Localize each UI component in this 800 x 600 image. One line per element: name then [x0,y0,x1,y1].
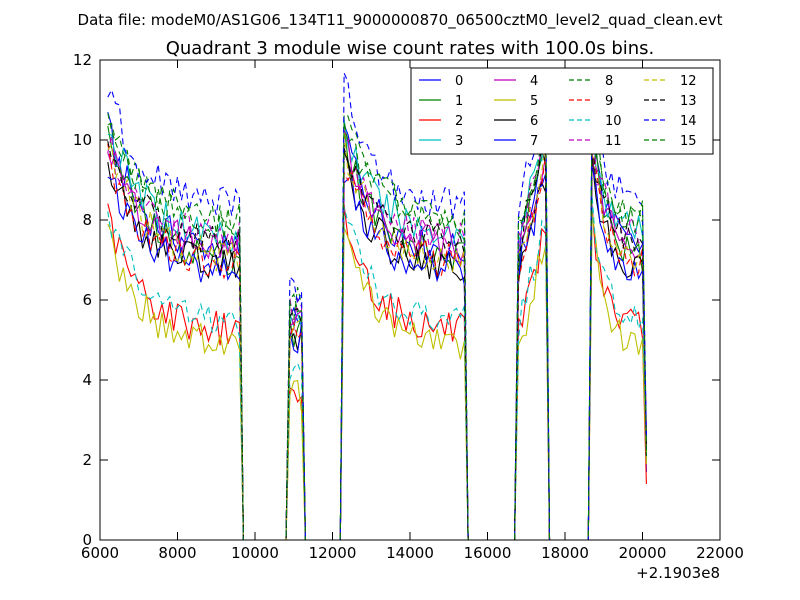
x-offset-label: +2.1903e8 [636,564,720,582]
x-tick-label: 12000 [309,544,357,562]
legend-label: 6 [530,114,538,129]
x-tick-label: 20000 [619,544,667,562]
y-tick-label: 12 [73,51,92,69]
legend-label: 13 [680,94,697,109]
axis-layer: 6000 8000 10000 12000 14000 16000 18000 20000 22… [73,51,744,562]
x-tick-label: 10000 [231,544,279,562]
x-tick-label: 14000 [386,544,434,562]
legend-label: 14 [680,114,697,129]
x-tick-label: 18000 [541,544,589,562]
y-tick-label: 0 [82,531,92,549]
y-tick-label: 6 [82,291,92,309]
legend-label: 12 [680,74,697,89]
legend-label: 1 [455,94,463,109]
legend-label: 3 [455,134,463,149]
legend-label: 0 [455,74,463,89]
chart-title: Quadrant 3 module wise count rates with … [166,38,655,59]
legend-label: 9 [605,94,613,109]
x-tick-label: 6000 [81,544,119,562]
legend-label: 2 [455,114,463,129]
x-tick-label: 8000 [158,544,196,562]
y-tick-label: 10 [73,131,92,149]
x-tick-label: 22000 [696,544,744,562]
y-tick-label: 4 [82,371,92,389]
legend-label: 5 [530,94,538,109]
legend-box [410,67,714,155]
legend-label: 10 [605,114,622,129]
legend-label: 7 [530,134,538,149]
y-tick-label: 2 [82,451,92,469]
legend-label: 4 [530,74,538,89]
figure-suptitle: Data file: modeM0/AS1G06_134T11_90000008… [78,11,723,30]
legend-label: 15 [680,134,697,149]
legend-label: 11 [605,134,622,149]
x-tick-label: 16000 [464,544,512,562]
legend-label: 8 [605,74,613,89]
y-tick-label: 8 [82,211,92,229]
